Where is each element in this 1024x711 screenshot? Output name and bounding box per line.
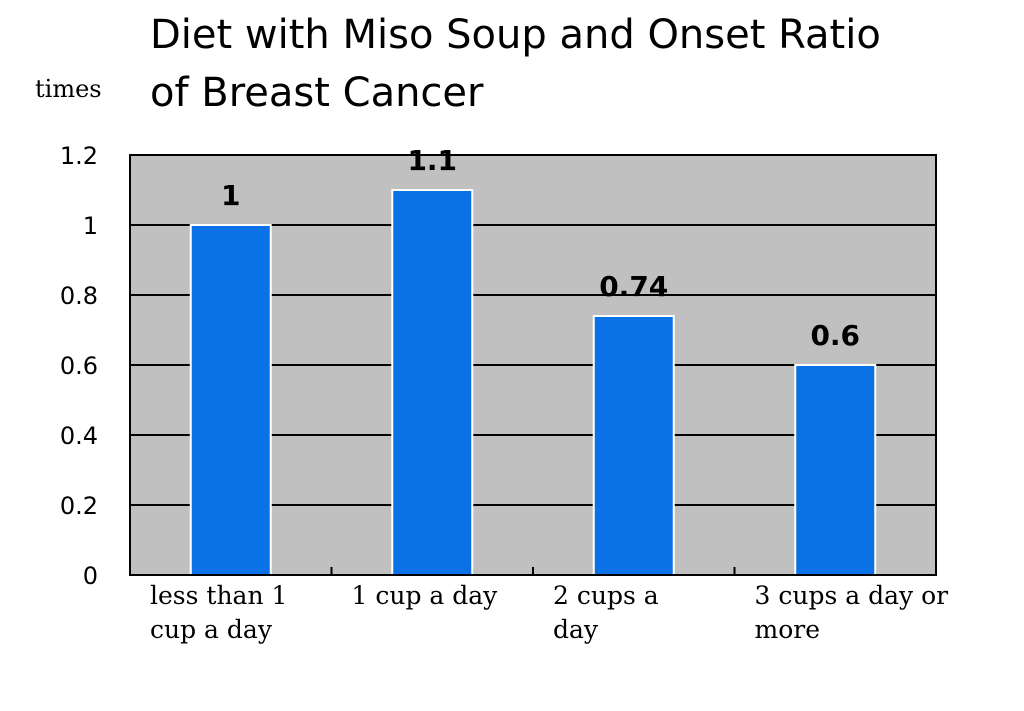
x-category-label-2-line-1: day — [553, 615, 599, 644]
x-category-label-1-line-0: 1 cup a day — [352, 581, 499, 610]
data-label-2: 0.74 — [599, 270, 668, 303]
y-tick-label-3: 0.6 — [60, 352, 98, 380]
bar-3 — [794, 364, 877, 576]
x-category-label-0-line-0: less than 1 — [150, 581, 287, 610]
y-tick-label-2: 0.4 — [60, 422, 98, 450]
y-tick-label-4: 0.8 — [60, 282, 98, 310]
x-category-label-3-line-1: more — [755, 615, 821, 644]
y-tick-label-0: 0 — [83, 562, 98, 590]
x-category-label-2-line-0: 2 cups a — [553, 581, 659, 610]
bar-2 — [592, 315, 675, 576]
data-label-0: 1 — [221, 179, 240, 212]
y-tick-label-1: 0.2 — [60, 492, 98, 520]
chart-title-line-1: Diet with Miso Soup and Onset Ratio — [150, 12, 881, 58]
data-label-1: 1.1 — [407, 144, 457, 177]
y-tick-label-6: 1.2 — [60, 142, 98, 170]
data-label-3: 0.6 — [810, 319, 860, 352]
chart-title-line-2: of Breast Cancer — [150, 70, 484, 116]
bar-0 — [189, 224, 272, 576]
x-category-label-0-line-1: cup a day — [150, 615, 273, 644]
y-axis-unit-label: times — [35, 75, 102, 103]
y-tick-label-5: 1 — [83, 212, 98, 240]
plot-frame — [129, 154, 937, 576]
x-category-label-3-line-0: 3 cups a day or — [755, 581, 949, 610]
bar-1 — [391, 189, 474, 576]
